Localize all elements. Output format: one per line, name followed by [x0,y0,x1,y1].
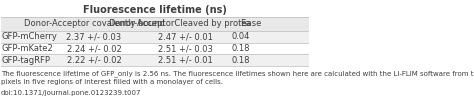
Text: 0.18: 0.18 [231,56,250,65]
Text: 0.04: 0.04 [232,32,250,41]
Text: GFP-tagRFP: GFP-tagRFP [1,56,51,65]
Text: 2.51 +/- 0.01: 2.51 +/- 0.01 [158,56,212,65]
Text: The fluorescence lifetime of GFP_only is 2.56 ns. The fluorescence lifetimes sho: The fluorescence lifetime of GFP_only is… [0,70,474,85]
Text: 2.37 +/- 0.03: 2.37 +/- 0.03 [66,32,122,41]
Text: GFP-mCherry: GFP-mCherry [1,32,57,41]
Text: Fluorescence lifetime (ns): Fluorescence lifetime (ns) [83,5,227,15]
Text: Donor-Acceptor covalently bound: Donor-Acceptor covalently bound [24,19,164,28]
Text: Ea: Ea [240,19,250,28]
Text: 2.47 +/- 0.01: 2.47 +/- 0.01 [158,32,212,41]
Text: 0.18: 0.18 [231,44,250,53]
Text: 2.22 +/- 0.02: 2.22 +/- 0.02 [67,56,121,65]
Text: Donor-AcceptorCleaved by protease: Donor-AcceptorCleaved by protease [109,19,261,28]
Text: 2.51 +/- 0.03: 2.51 +/- 0.03 [158,44,212,53]
Text: doi:10.1371/journal.pone.0123239.t007: doi:10.1371/journal.pone.0123239.t007 [0,90,141,96]
Text: GFP-mKate2: GFP-mKate2 [1,44,54,53]
Text: 2.24 +/- 0.02: 2.24 +/- 0.02 [67,44,121,53]
